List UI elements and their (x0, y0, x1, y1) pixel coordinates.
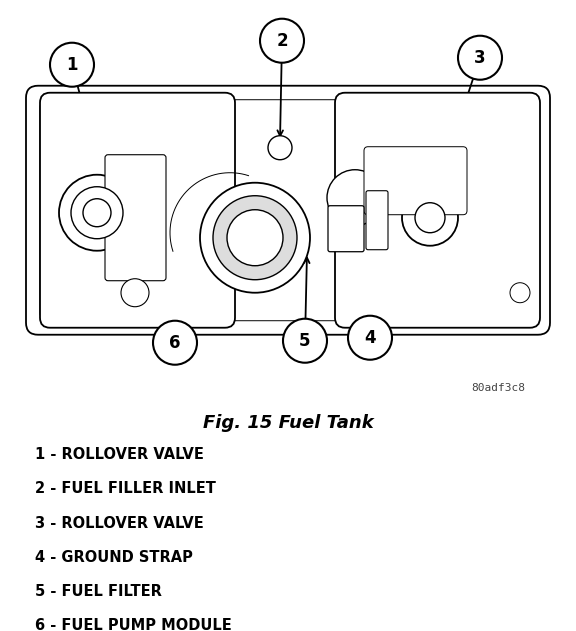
Circle shape (458, 36, 502, 80)
Circle shape (402, 190, 458, 245)
Text: 80adf3c8: 80adf3c8 (471, 383, 525, 393)
Circle shape (213, 196, 297, 280)
Circle shape (121, 279, 149, 307)
FancyBboxPatch shape (328, 206, 364, 252)
Circle shape (268, 136, 292, 160)
Circle shape (153, 321, 197, 365)
Text: 6 - FUEL PUMP MODULE: 6 - FUEL PUMP MODULE (35, 618, 232, 631)
Text: 5 - FUEL FILTER: 5 - FUEL FILTER (35, 584, 161, 599)
Circle shape (200, 183, 310, 293)
Circle shape (50, 43, 94, 86)
Circle shape (510, 283, 530, 303)
Circle shape (327, 170, 383, 226)
Circle shape (283, 319, 327, 363)
Text: 4: 4 (364, 329, 376, 346)
FancyBboxPatch shape (366, 191, 388, 250)
Circle shape (415, 203, 445, 233)
FancyBboxPatch shape (26, 86, 550, 334)
Circle shape (59, 175, 135, 251)
Text: 1: 1 (66, 56, 78, 74)
Text: Fig. 15 Fuel Tank: Fig. 15 Fuel Tank (203, 414, 373, 432)
FancyBboxPatch shape (335, 93, 540, 327)
Text: 5: 5 (300, 332, 310, 350)
Text: 4 - GROUND STRAP: 4 - GROUND STRAP (35, 550, 192, 565)
Circle shape (227, 209, 283, 266)
Circle shape (260, 19, 304, 62)
Text: 6: 6 (169, 334, 181, 351)
Text: 2: 2 (276, 32, 288, 50)
Text: 3: 3 (474, 49, 486, 67)
Text: 2 - FUEL FILLER INLET: 2 - FUEL FILLER INLET (35, 481, 215, 497)
FancyBboxPatch shape (40, 93, 235, 327)
Circle shape (83, 199, 111, 227)
FancyBboxPatch shape (364, 147, 467, 215)
Circle shape (71, 187, 123, 239)
FancyBboxPatch shape (105, 155, 166, 281)
FancyBboxPatch shape (40, 100, 536, 321)
Text: 1 - ROLLOVER VALVE: 1 - ROLLOVER VALVE (35, 447, 203, 462)
Text: 3 - ROLLOVER VALVE: 3 - ROLLOVER VALVE (35, 516, 203, 531)
Circle shape (348, 316, 392, 360)
